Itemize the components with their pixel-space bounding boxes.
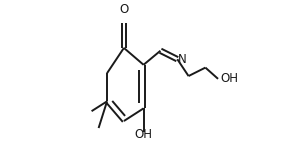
Text: OH: OH bbox=[135, 128, 153, 141]
Text: O: O bbox=[119, 3, 129, 16]
Text: N: N bbox=[178, 53, 187, 66]
Text: OH: OH bbox=[220, 72, 238, 85]
